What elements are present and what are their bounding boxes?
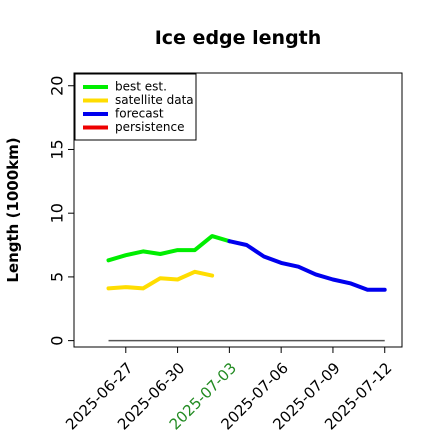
y-tick-label-4: 20 bbox=[48, 76, 67, 96]
y-tick-label-0: 0 bbox=[48, 336, 67, 346]
legend-label-satellite-data: satellite data bbox=[115, 93, 194, 107]
legend-label-best-est-: best est. bbox=[115, 80, 167, 94]
legend: best est.satellite dataforecastpersisten… bbox=[74, 73, 197, 141]
y-axis-label: Length (1000km) bbox=[4, 137, 22, 282]
series-line-satellite-data bbox=[106, 269, 215, 291]
y-tick-label-2: 10 bbox=[48, 203, 67, 223]
legend-label-forecast: forecast bbox=[115, 107, 164, 121]
plot-frame bbox=[73, 72, 403, 348]
y-tick-label-3: 15 bbox=[48, 139, 67, 159]
legend-label-persistence: persistence bbox=[115, 120, 184, 134]
x-axis: 2025-06-272025-06-302025-07-032025-07-06… bbox=[62, 347, 395, 433]
series-line-forecast bbox=[227, 239, 387, 292]
series-layer bbox=[106, 234, 387, 342]
chart-title: Ice edge length bbox=[155, 27, 322, 49]
y-tick-label-1: 5 bbox=[48, 272, 67, 282]
series-line-best-est- bbox=[106, 234, 232, 263]
y-axis: 0 5 10 15 20 bbox=[48, 76, 74, 346]
